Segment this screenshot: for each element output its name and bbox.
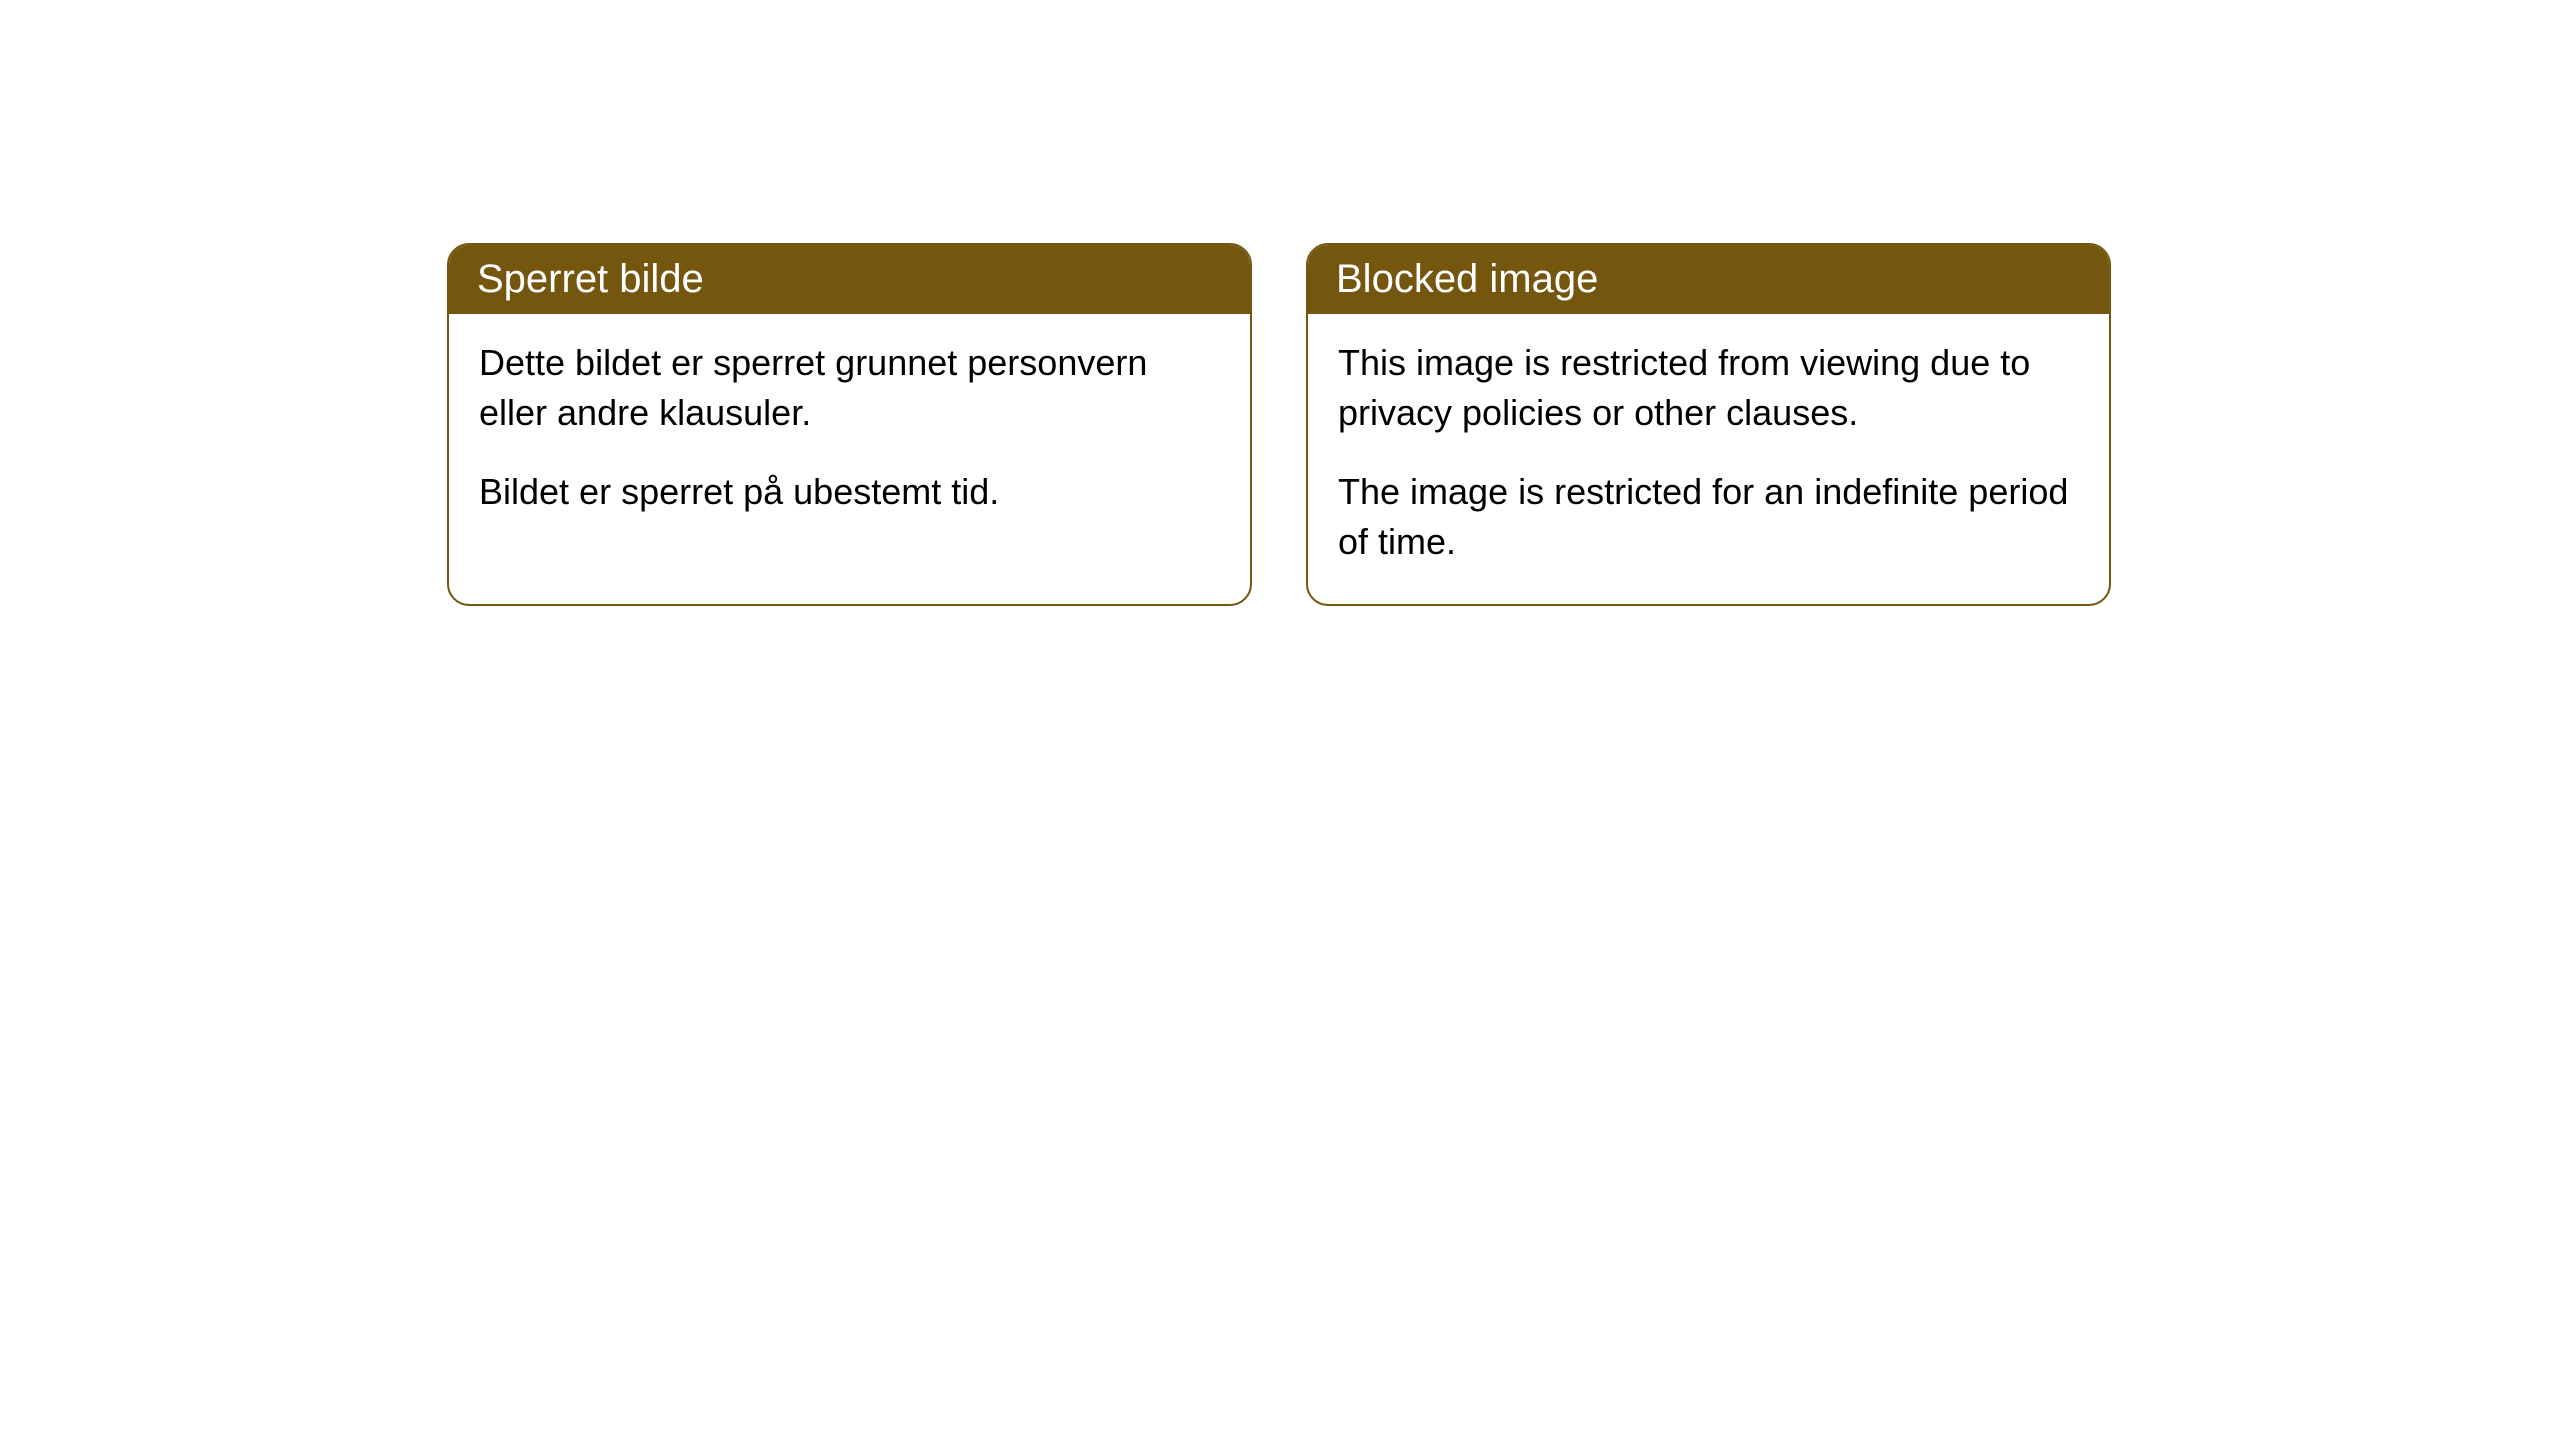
card-header-en: Blocked image (1308, 245, 2109, 314)
cards-container: Sperret bilde Dette bildet er sperret gr… (0, 0, 2560, 606)
blocked-image-card-en: Blocked image This image is restricted f… (1306, 243, 2111, 606)
card-text-en-1: This image is restricted from viewing du… (1338, 338, 2079, 439)
card-text-no-1: Dette bildet er sperret grunnet personve… (479, 338, 1220, 439)
card-header-no: Sperret bilde (449, 245, 1250, 314)
card-body-no: Dette bildet er sperret grunnet personve… (449, 314, 1250, 553)
card-body-en: This image is restricted from viewing du… (1308, 314, 2109, 604)
blocked-image-card-no: Sperret bilde Dette bildet er sperret gr… (447, 243, 1252, 606)
card-text-no-2: Bildet er sperret på ubestemt tid. (479, 467, 1220, 517)
card-text-en-2: The image is restricted for an indefinit… (1338, 467, 2079, 568)
